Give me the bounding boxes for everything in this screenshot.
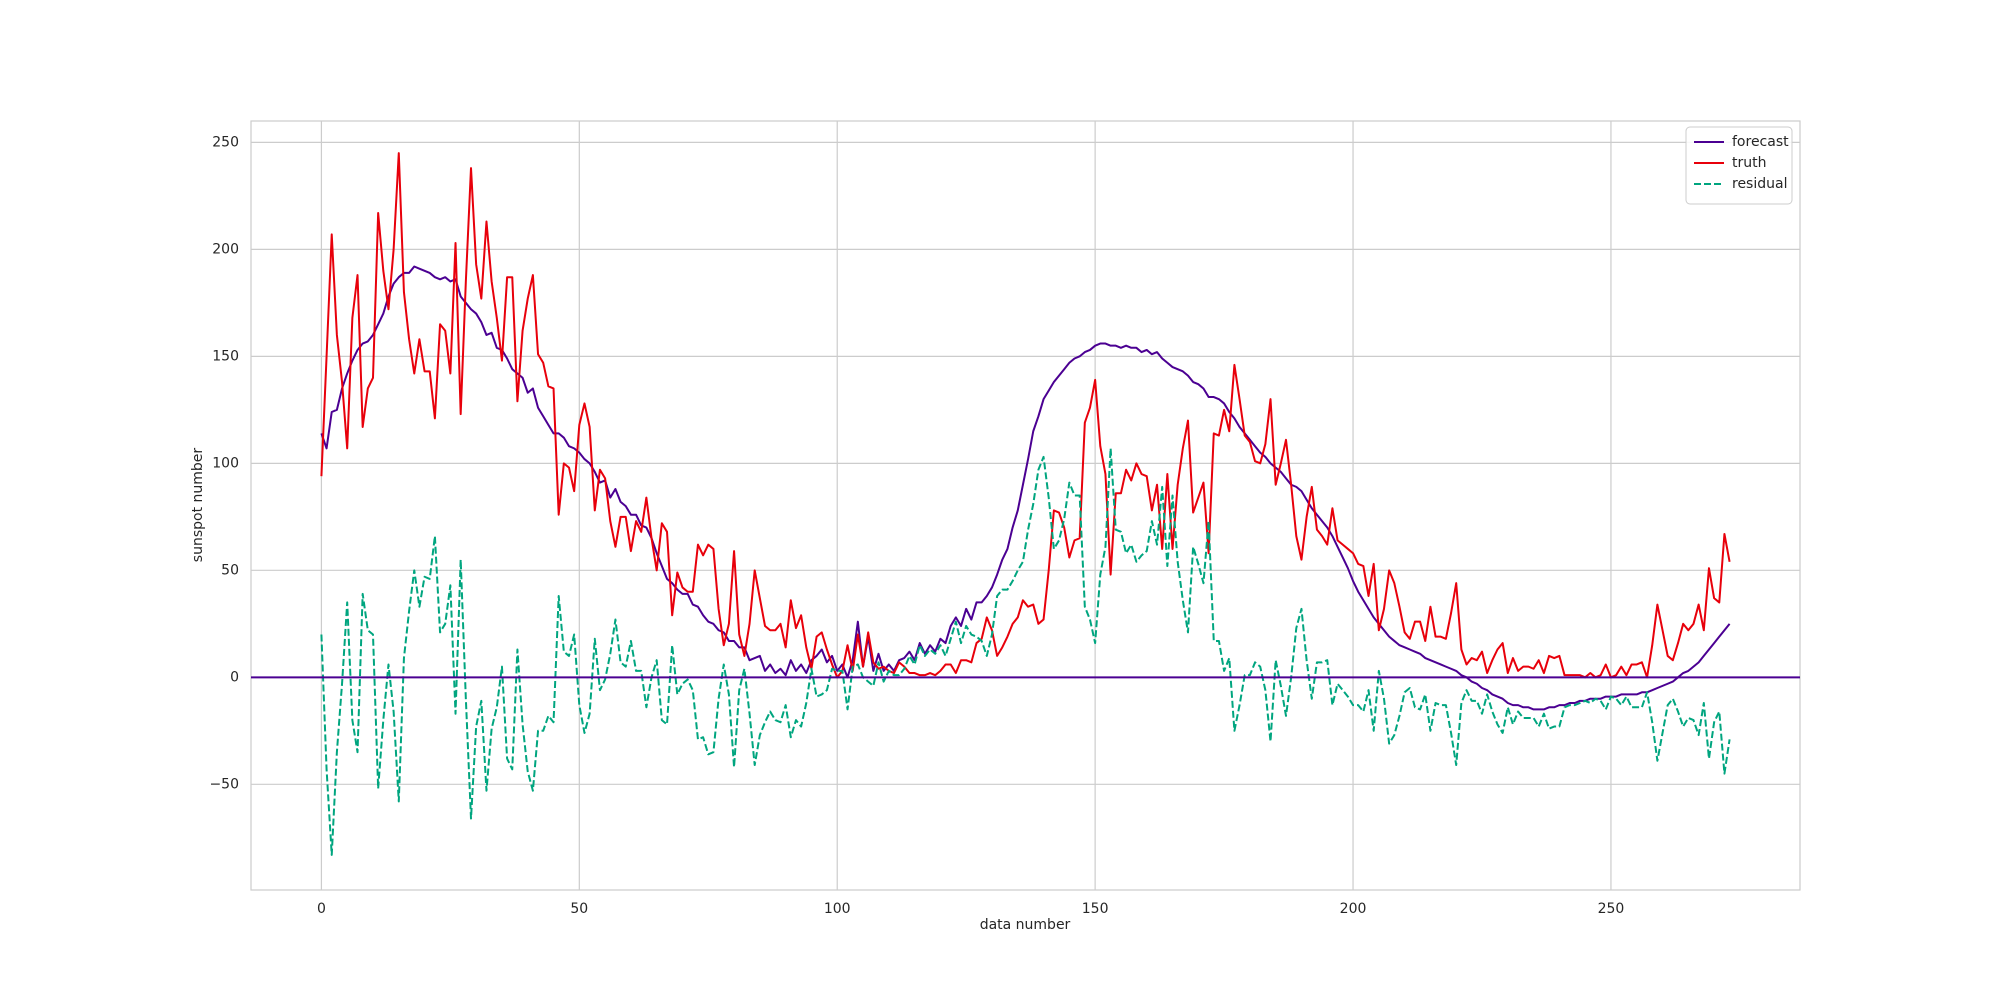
series-line bbox=[320, 152, 1731, 679]
x-axis-label: data number bbox=[980, 917, 1071, 933]
ticks: 0 50 100 150 200 250 −50 0 50 100 150 200 250 bbox=[209, 134, 1624, 917]
y-tick-label: 100 bbox=[212, 455, 239, 471]
y-tick-label: 250 bbox=[212, 134, 239, 150]
y-tick-label: 50 bbox=[221, 562, 239, 578]
x-tick-label: 100 bbox=[824, 901, 851, 917]
legend-label: residual bbox=[1732, 176, 1787, 192]
legend-label: forecast bbox=[1732, 134, 1789, 150]
x-tick-label: 200 bbox=[1340, 901, 1367, 917]
grid bbox=[251, 121, 1800, 890]
legend: forecast truth residual bbox=[1685, 126, 1793, 205]
legend-box bbox=[1685, 126, 1793, 205]
y-tick-label: 150 bbox=[212, 348, 239, 364]
y-axis-label: sunspot number bbox=[190, 448, 206, 563]
plot-area bbox=[320, 152, 1731, 856]
plot-frame bbox=[250, 120, 1801, 891]
y-tick-label: 0 bbox=[230, 669, 239, 685]
x-tick-label: 50 bbox=[570, 901, 588, 917]
legend-label: truth bbox=[1732, 155, 1766, 171]
y-tick-label: 200 bbox=[212, 241, 239, 257]
series-line bbox=[320, 447, 1731, 856]
x-tick-label: 250 bbox=[1598, 901, 1625, 917]
y-tick-label: −50 bbox=[209, 776, 239, 792]
x-tick-label: 150 bbox=[1082, 901, 1109, 917]
x-tick-label: 0 bbox=[317, 901, 326, 917]
